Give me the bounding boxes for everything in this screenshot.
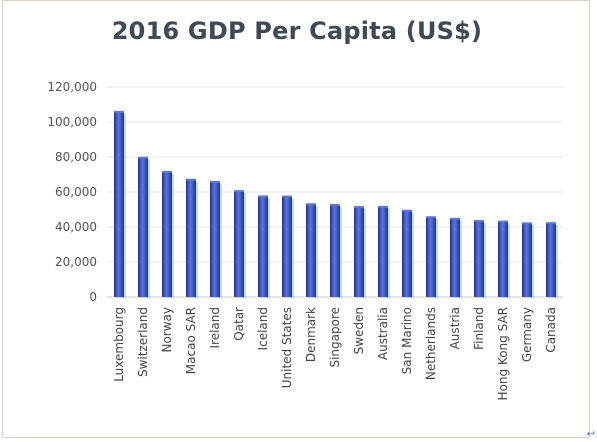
y-tick-label: 100,000 <box>47 115 97 129</box>
bar <box>210 181 220 297</box>
y-tick-label: 80,000 <box>55 150 97 164</box>
x-category-label: Netherlands <box>424 307 438 380</box>
bar-cap <box>210 180 220 183</box>
bar-cap <box>474 220 484 223</box>
bar-cap <box>282 195 292 198</box>
bar-united-states <box>282 195 294 298</box>
bar-luxembourg <box>114 110 126 298</box>
bar <box>282 196 292 297</box>
chart-title: 2016 GDP Per Capita (US$) <box>111 17 483 45</box>
y-tick-label: 20,000 <box>55 255 97 269</box>
bar-denmark <box>306 203 318 298</box>
y-tick-label: 40,000 <box>55 220 97 234</box>
return-icon: ↩ <box>586 429 595 440</box>
bar <box>498 221 508 297</box>
bar <box>450 218 460 297</box>
x-category-label: Finland <box>472 307 486 350</box>
x-category-label: Sweden <box>352 307 366 354</box>
bar-cap <box>162 170 172 173</box>
bar-cap <box>426 216 436 219</box>
chart-frame: 2016 GDP Per Capita (US$) 0 20,000 40,000 6… <box>2 0 590 438</box>
bar-cap <box>114 110 124 113</box>
x-category-label: United States <box>280 307 294 388</box>
x-category-label: Australia <box>376 307 390 360</box>
bar-germany <box>522 222 534 298</box>
x-category-label: Norway <box>160 307 174 353</box>
bar <box>138 157 148 297</box>
bar-cap <box>450 217 460 220</box>
bar-chart: 020,00040,00060,00080,000100,000120,000 … <box>47 80 563 400</box>
bar-finland <box>474 220 486 298</box>
bar <box>234 191 244 297</box>
bar <box>402 210 412 297</box>
bar-iceland <box>258 195 270 298</box>
bar-switzerland <box>138 156 150 298</box>
x-category-label: Iceland <box>256 307 270 350</box>
x-category-label: Austria <box>448 307 462 349</box>
bar-cap <box>330 203 340 206</box>
bar-qatar <box>234 190 246 298</box>
bar <box>522 223 532 297</box>
y-tick-label: 0 <box>89 290 97 304</box>
x-category-label: Qatar <box>232 307 246 341</box>
bar <box>306 204 316 297</box>
bar-cap <box>522 222 532 225</box>
bar-cap <box>402 209 412 212</box>
x-category-label: Singapore <box>328 307 342 368</box>
bar-cap <box>306 203 316 206</box>
bar-cap <box>546 222 556 225</box>
bar <box>162 171 172 297</box>
bar-hong-kong-sar <box>498 220 510 298</box>
x-category-label: Ireland <box>208 307 222 349</box>
x-category-label: Germany <box>520 307 534 362</box>
bar <box>114 111 124 297</box>
x-category-label: Hong Kong SAR <box>496 307 510 400</box>
bar-australia <box>378 205 390 298</box>
bar-austria <box>450 217 462 298</box>
bar-cap <box>354 206 364 209</box>
bar-cap <box>498 220 508 223</box>
bar <box>258 196 268 297</box>
bar-cap <box>258 195 268 198</box>
y-tick-label: 60,000 <box>55 185 97 199</box>
x-category-label: Luxembourg <box>112 307 126 382</box>
bar-sweden <box>354 206 366 298</box>
bar-canada <box>546 222 558 298</box>
bar-cap <box>234 190 244 193</box>
bar <box>474 221 484 297</box>
x-category-label: San Marino <box>400 307 414 374</box>
bar-ireland <box>210 180 222 298</box>
bar-netherlands <box>426 216 438 298</box>
x-category-label: Canada <box>544 307 558 353</box>
x-category-label: Switzerland <box>136 307 150 377</box>
bar-macao-sar <box>186 178 198 298</box>
bar-cap <box>138 156 148 159</box>
bar-san-marino <box>402 209 414 298</box>
y-tick-label: 120,000 <box>47 80 97 94</box>
bar-singapore <box>330 203 342 298</box>
bar <box>186 179 196 297</box>
bar <box>426 217 436 297</box>
bar <box>330 204 340 297</box>
bar <box>378 206 388 297</box>
bar <box>354 207 364 297</box>
bar-cap <box>186 178 196 181</box>
bar <box>546 223 556 297</box>
x-category-label: Macao SAR <box>184 307 198 374</box>
x-category-label: Denmark <box>304 307 318 362</box>
bar-norway <box>162 170 174 298</box>
bar-cap <box>378 205 388 208</box>
